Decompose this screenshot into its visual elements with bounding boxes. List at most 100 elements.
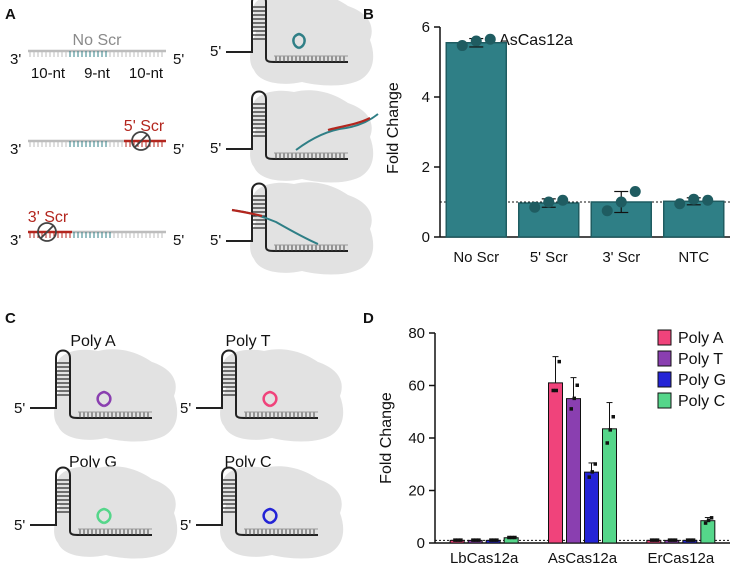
data-point — [674, 198, 686, 210]
data-point — [702, 194, 714, 206]
legend-swatch — [657, 329, 672, 346]
segment-label-10nt-right: 10-nt — [129, 65, 164, 82]
data-point — [655, 538, 660, 542]
y-tick-label: 60 — [408, 378, 425, 395]
data-point — [709, 516, 714, 520]
target-label-5-scr: 5' Scr — [124, 118, 165, 135]
data-point — [611, 415, 615, 419]
target-label-no-scr: No Scr — [73, 32, 123, 49]
data-point — [492, 538, 496, 542]
data-point — [670, 538, 675, 542]
poly-g-complex: Poly G 5' — [14, 454, 179, 560]
data-point — [608, 428, 612, 432]
loop-icon — [96, 390, 112, 408]
complex-3-scr: 5' — [210, 181, 375, 276]
y-tick-label: 80 — [408, 325, 425, 342]
data-point — [605, 441, 609, 445]
panel-label-c: C — [5, 310, 16, 327]
x-tick-label: No Scr — [453, 249, 499, 266]
data-point — [543, 196, 555, 208]
complex-five-prime: 5' — [210, 232, 221, 249]
legend-label: Poly T — [678, 351, 723, 368]
data-point — [453, 538, 457, 542]
data-point — [569, 407, 573, 411]
target-label-3-scr: 3' Scr — [28, 209, 69, 226]
complex-five-prime: 5' — [210, 43, 221, 60]
y-tick-label: 20 — [408, 483, 425, 500]
data-point — [456, 538, 460, 542]
y-axis-label: Fold Change — [378, 392, 395, 484]
data-point — [691, 538, 696, 542]
data-point — [471, 538, 475, 542]
data-point — [513, 535, 517, 540]
poly-t-complex: Poly T 5' — [180, 333, 345, 443]
data-point — [667, 538, 672, 542]
legend-label: Poly A — [678, 330, 724, 347]
three-prime-label: 3' — [10, 51, 21, 68]
target-3-scr: 3' 5' 3' Scr — [10, 209, 184, 249]
displaced-strand — [295, 113, 379, 151]
data-point — [652, 538, 657, 542]
y-tick-label: 6 — [422, 19, 430, 36]
chart-title: AsCas12a — [499, 32, 573, 49]
bar — [700, 520, 716, 544]
y-tick-label: 2 — [422, 159, 430, 176]
three-prime-label: 3' — [10, 232, 21, 249]
loop-icon — [262, 507, 278, 525]
bar — [663, 200, 725, 238]
data-point — [470, 35, 482, 47]
poly-a-label: Poly A — [70, 333, 116, 350]
data-point — [484, 33, 496, 45]
x-tick-label: LbCas12a — [450, 550, 519, 565]
data-point — [575, 383, 579, 387]
five-prime-label: 5' — [173, 232, 184, 249]
data-point — [688, 193, 700, 205]
data-point — [474, 538, 478, 542]
scramble-icon — [131, 131, 151, 151]
data-point — [456, 40, 468, 52]
data-point — [688, 538, 693, 542]
y-tick-label: 0 — [422, 229, 430, 246]
legend-swatch — [657, 350, 672, 367]
complex-five-prime: 5' — [180, 517, 191, 534]
data-point — [649, 538, 654, 542]
data-point — [477, 538, 481, 542]
data-point — [590, 470, 594, 474]
legend-label: Poly C — [678, 393, 725, 410]
poly-t-label: Poly T — [225, 333, 270, 350]
complex-five-prime: 5' — [180, 400, 191, 417]
five-prime-label: 5' — [173, 51, 184, 68]
data-point — [673, 538, 678, 542]
x-tick-label: NTC — [678, 249, 709, 266]
x-tick-label: 5' Scr — [530, 249, 568, 266]
complex-5-scr: 5' — [210, 89, 379, 184]
segment-label-9nt: 9-nt — [84, 65, 111, 82]
data-point — [510, 535, 514, 540]
complex-five-prime: 5' — [14, 517, 25, 534]
three-prime-label: 3' — [10, 141, 21, 158]
y-axis-label: Fold Change — [385, 82, 402, 174]
complex-five-prime: 5' — [14, 400, 25, 417]
panel-label-a: A — [5, 6, 16, 23]
data-point — [615, 196, 627, 208]
data-point — [572, 396, 576, 401]
chart-d: Fold Change 0 20 40 60 80 LbCas12a AsCas12a ErC… — [378, 325, 730, 565]
y-tick-label: 40 — [408, 430, 425, 447]
data-point — [507, 535, 511, 540]
data-point — [489, 538, 493, 542]
scramble-icon — [37, 222, 57, 242]
data-point — [601, 205, 613, 217]
poly-c-complex: Poly C 5' — [180, 454, 345, 560]
target-5-scr: 3' 5' 5' Scr — [10, 118, 184, 158]
poly-c-label: Poly C — [224, 454, 271, 471]
bulge-loop — [292, 32, 306, 50]
data-point — [554, 388, 558, 393]
target-no-scr: 3' 5' No Scr 10-nt 9-nt 10-nt — [10, 32, 184, 82]
segment-label-10nt-left: 10-nt — [31, 65, 66, 82]
data-point — [557, 194, 569, 206]
y-tick-label: 4 — [422, 89, 430, 106]
bar — [518, 202, 580, 238]
bar — [584, 471, 599, 544]
bar — [602, 428, 617, 544]
